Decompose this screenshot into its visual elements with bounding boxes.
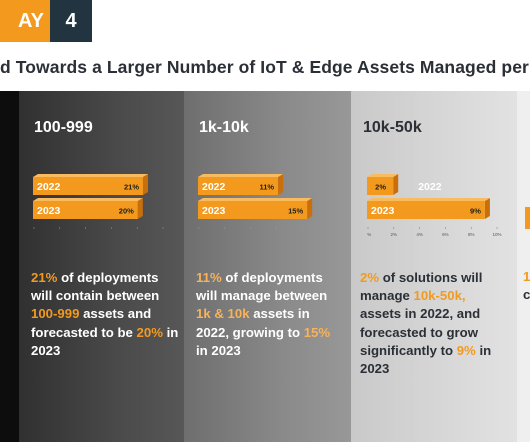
column-1k-10k: 1k-10k 2022 11% 2023 15% 11% of deployments…: [184, 91, 351, 442]
bar-face: [198, 201, 308, 219]
description-text: of deployments will contain between: [31, 270, 160, 304]
page-title: d Towards a Larger Number of IoT & Edge …: [0, 57, 530, 77]
highlight-text: 20%: [136, 324, 163, 340]
bar-top: [198, 198, 313, 201]
x-tick-label: 2%: [391, 232, 398, 237]
highlight-text: 10k-50k,: [413, 288, 466, 304]
x-tick-label: 8%: [468, 232, 475, 237]
bar-2022: [198, 174, 284, 195]
bar-top: [198, 174, 284, 177]
description-text: in 2023: [31, 324, 179, 358]
bar-side: [484, 198, 490, 219]
value-label: 2%: [375, 183, 386, 192]
value-label: 21%: [124, 183, 139, 192]
description-text: assets in 2022, growing to: [196, 306, 310, 340]
bar-2023: [198, 198, 313, 219]
bar-chart-1k-10k: 2022 11% 2023 15%: [198, 174, 329, 229]
column-10k-50k: 10k-50k 2022 2% 2023 9% 0% 2% 4% 6% 8% 10% 2% of …: [351, 91, 517, 442]
category-label: 2023: [202, 205, 226, 217]
description-text: of solutions will manage: [360, 270, 483, 304]
bar-face: [198, 177, 279, 195]
partial-description-line: c: [523, 287, 530, 302]
category-label: 2023: [371, 205, 395, 217]
bar-side: [143, 174, 149, 195]
category-label: 2022: [418, 181, 442, 193]
category-label: 2022: [37, 181, 61, 193]
day-label: AY: [18, 10, 44, 32]
column-description: 11% of deployments will manage between 1…: [196, 269, 344, 360]
value-label: 9%: [470, 207, 481, 216]
column-100-999: 100-999 2022 21% 2023 20% 21% of deployment…: [19, 91, 184, 442]
value-label: 11%: [259, 183, 274, 192]
partial-description-line: 1: [523, 269, 530, 284]
column-title: 10k-50k: [363, 119, 422, 136]
bar-top: [367, 198, 490, 201]
highlight-text: 2%: [360, 270, 380, 285]
highlight-text: 21%: [31, 270, 58, 285]
x-tick-label: 0%: [367, 232, 371, 237]
bar-chart-10k-50k: 2022 2% 2023 9% 0% 2% 4% 6% 8% 10%: [367, 174, 502, 237]
bar-2023: [33, 198, 143, 219]
column-title: 100-999: [34, 119, 93, 136]
bar-side: [393, 174, 399, 195]
bar-side: [278, 174, 284, 195]
highlight-text: 11%: [196, 270, 222, 285]
highlight-text: 100-999: [31, 306, 80, 322]
bar-chart-100-999: 2022 21% 2023 20%: [33, 174, 164, 229]
category-label: 2023: [37, 205, 61, 217]
bar-face: [367, 177, 394, 195]
description-text: assets in 2022, and forecasted to grow s…: [360, 306, 481, 358]
bar-top: [33, 198, 143, 201]
value-label: 20%: [119, 207, 134, 216]
x-tick-label: 6%: [442, 232, 449, 237]
bar-2022: [33, 174, 149, 195]
highlight-text: 9%: [456, 342, 476, 358]
bar-face: [33, 177, 144, 195]
value-label: 15%: [288, 207, 303, 216]
column-title: 1k-10k: [199, 119, 249, 136]
bar-top: [33, 174, 149, 177]
column-partial-right: [517, 91, 530, 442]
column-description: 2% of solutions will manage 10k-50k, ass…: [360, 269, 508, 378]
column-description: 21% of deployments will contain between …: [31, 269, 179, 360]
category-label: 2022: [202, 181, 226, 193]
bar-2023: [367, 198, 490, 219]
bar-face: [367, 201, 485, 219]
bar-side: [307, 198, 313, 219]
x-tick-label: 10%: [492, 232, 501, 237]
description-text: assets and forecasted to be: [31, 306, 152, 340]
partial-bar: [525, 207, 530, 229]
bar-2022: [367, 174, 399, 195]
day-tab: AY: [0, 0, 50, 42]
bar-top: [367, 174, 399, 177]
day-number-tab: 4: [50, 0, 92, 42]
highlight-text: 1k & 10k: [196, 306, 250, 322]
bar-face: [33, 201, 138, 219]
description-text: in 2023: [360, 342, 492, 377]
description-text: of deployments will manage between: [196, 270, 328, 304]
highlight-text: 15%: [303, 324, 331, 340]
description-text: in 2023: [196, 342, 241, 358]
bar-side: [137, 198, 143, 219]
x-tick-label: 4%: [416, 232, 423, 237]
column-partial-left: [0, 91, 19, 442]
